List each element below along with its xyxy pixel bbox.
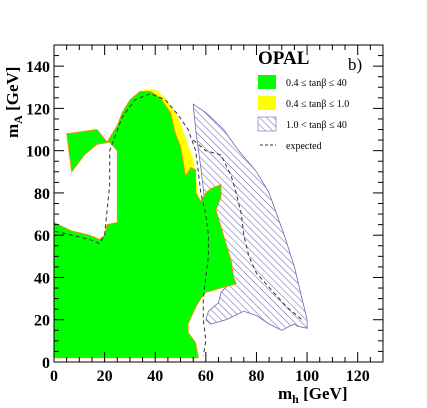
x-tick-label: 0 — [50, 368, 58, 385]
y-axis-title: mA [GeV] — [3, 67, 25, 138]
y-tick-label: 40 — [34, 270, 50, 287]
y-tick-label: 120 — [26, 101, 50, 118]
legend-swatch-hatch — [257, 116, 277, 132]
legend-swatch-green — [258, 75, 276, 89]
green-region — [53, 91, 237, 359]
x-tick-label: 20 — [97, 368, 113, 385]
x-tick-label: 60 — [198, 368, 214, 385]
y-tick-label: 20 — [34, 313, 50, 330]
legend-swatch-yellow — [258, 96, 276, 110]
exclusion-regions — [53, 89, 308, 359]
x-tick-label: 80 — [248, 368, 264, 385]
opal-logo: OPAL — [258, 48, 309, 69]
legend-label: 0.4 ≤ tanβ ≤ 40 — [286, 78, 347, 89]
y-tick-label: 140 — [26, 59, 50, 76]
legend: 0.4 ≤ tanβ ≤ 40 0.4 ≤ tanβ ≤ 1.0 1.0 < tan… — [257, 75, 349, 152]
y-tick-label: 0 — [42, 355, 50, 372]
panel-label: b) — [348, 55, 362, 74]
legend-label: expected — [286, 141, 322, 152]
legend-label: 1.0 < tanβ ≤ 40 — [286, 120, 347, 131]
x-tick-label: 100 — [295, 368, 319, 385]
x-tick-label: 120 — [346, 368, 370, 385]
y-tick-label: 60 — [34, 228, 50, 245]
y-tick-label: 80 — [34, 186, 50, 203]
axes: 0 20 40 60 80 100 120 0 20 40 60 80 100 120 140 — [26, 44, 384, 385]
x-axis-title: mh [GeV] — [278, 384, 347, 406]
y-tick-label: 100 — [26, 144, 50, 161]
expected-line-outer — [192, 139, 303, 321]
legend-label: 0.4 ≤ tanβ ≤ 1.0 — [286, 99, 349, 110]
x-tick-label: 40 — [147, 368, 163, 385]
